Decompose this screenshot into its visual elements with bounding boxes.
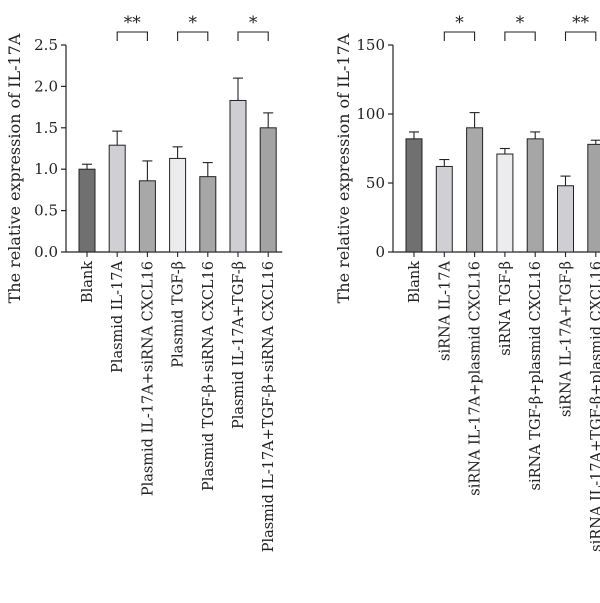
- bar: [169, 157, 187, 253]
- significance-label: **: [124, 13, 142, 33]
- x-category-label: siRNA IL-17A+TGF-β+plasmid CXCL16: [589, 261, 600, 552]
- bar: [199, 176, 217, 253]
- x-category-label: Plasmid IL-17A: [110, 260, 126, 372]
- significance-bracket: [443, 31, 476, 41]
- y-tick-label: 100: [356, 105, 385, 123]
- significance-bracket: [177, 31, 209, 41]
- y-axis-title: The relative expression of IL-17A: [334, 33, 353, 303]
- bar: [557, 185, 574, 253]
- x-category-label: siRNA IL-17A: [437, 260, 453, 360]
- y-tick-label: 1.5: [34, 119, 58, 137]
- bar: [435, 165, 453, 253]
- significance-bracket: [564, 31, 597, 41]
- y-tick-label: 2.5: [34, 36, 58, 54]
- x-category-label: siRNA IL-17A+TGF-β: [559, 261, 575, 417]
- y-tick-label: 50: [366, 174, 385, 192]
- significance-label: **: [572, 13, 590, 33]
- bar: [259, 127, 277, 253]
- bar: [108, 144, 126, 253]
- significance-bracket: [116, 31, 148, 41]
- bar: [229, 99, 247, 253]
- y-tick-label: 150: [356, 36, 385, 54]
- bar: [466, 127, 484, 253]
- significance-bracket: [237, 31, 269, 41]
- x-category-label: Plasmid TGF-β: [171, 261, 187, 368]
- x-category-label: Plasmid IL-17A+TGF-β+siRNA CXCL16: [261, 261, 277, 552]
- bar: [526, 138, 544, 253]
- y-tick-label: 0.5: [34, 202, 58, 220]
- y-tick-label: 0: [375, 243, 385, 261]
- x-category-label: Blank: [407, 261, 423, 303]
- significance-label: *: [188, 13, 197, 33]
- bar: [496, 153, 514, 253]
- significance-label: *: [516, 13, 525, 33]
- y-axis-title: The relative expression of IL-17A: [5, 33, 24, 303]
- y-tick-label: 0.0: [34, 243, 58, 261]
- x-category-label: Plasmid IL-17A+siRNA CXCL16: [140, 261, 156, 496]
- x-category-label: siRNA TGF-β: [498, 261, 514, 356]
- bar: [587, 143, 600, 253]
- bar: [405, 138, 423, 253]
- x-category-label: siRNA TGF-β+plasmid CXCL16: [528, 261, 544, 490]
- significance-label: *: [455, 13, 464, 33]
- x-category-label: siRNA IL-17A+plasmid CXCL16: [468, 261, 484, 496]
- x-category-label: Plasmid TGF-β+siRNA CXCL16: [201, 261, 217, 491]
- x-category-label: Blank: [80, 261, 96, 303]
- chart-left-plasmid: 0.0 0.5 1.0 1.5 2.0 2.5 The relative expressio…: [5, 13, 283, 552]
- x-category-label: Plasmid IL-17A+TGF-β: [231, 261, 247, 429]
- significance-label: *: [249, 13, 258, 33]
- bar: [138, 180, 156, 253]
- bar: [78, 168, 96, 253]
- significance-bracket: [504, 31, 536, 41]
- y-tick-label: 1.0: [34, 160, 58, 178]
- y-tick-label: 2.0: [34, 77, 58, 95]
